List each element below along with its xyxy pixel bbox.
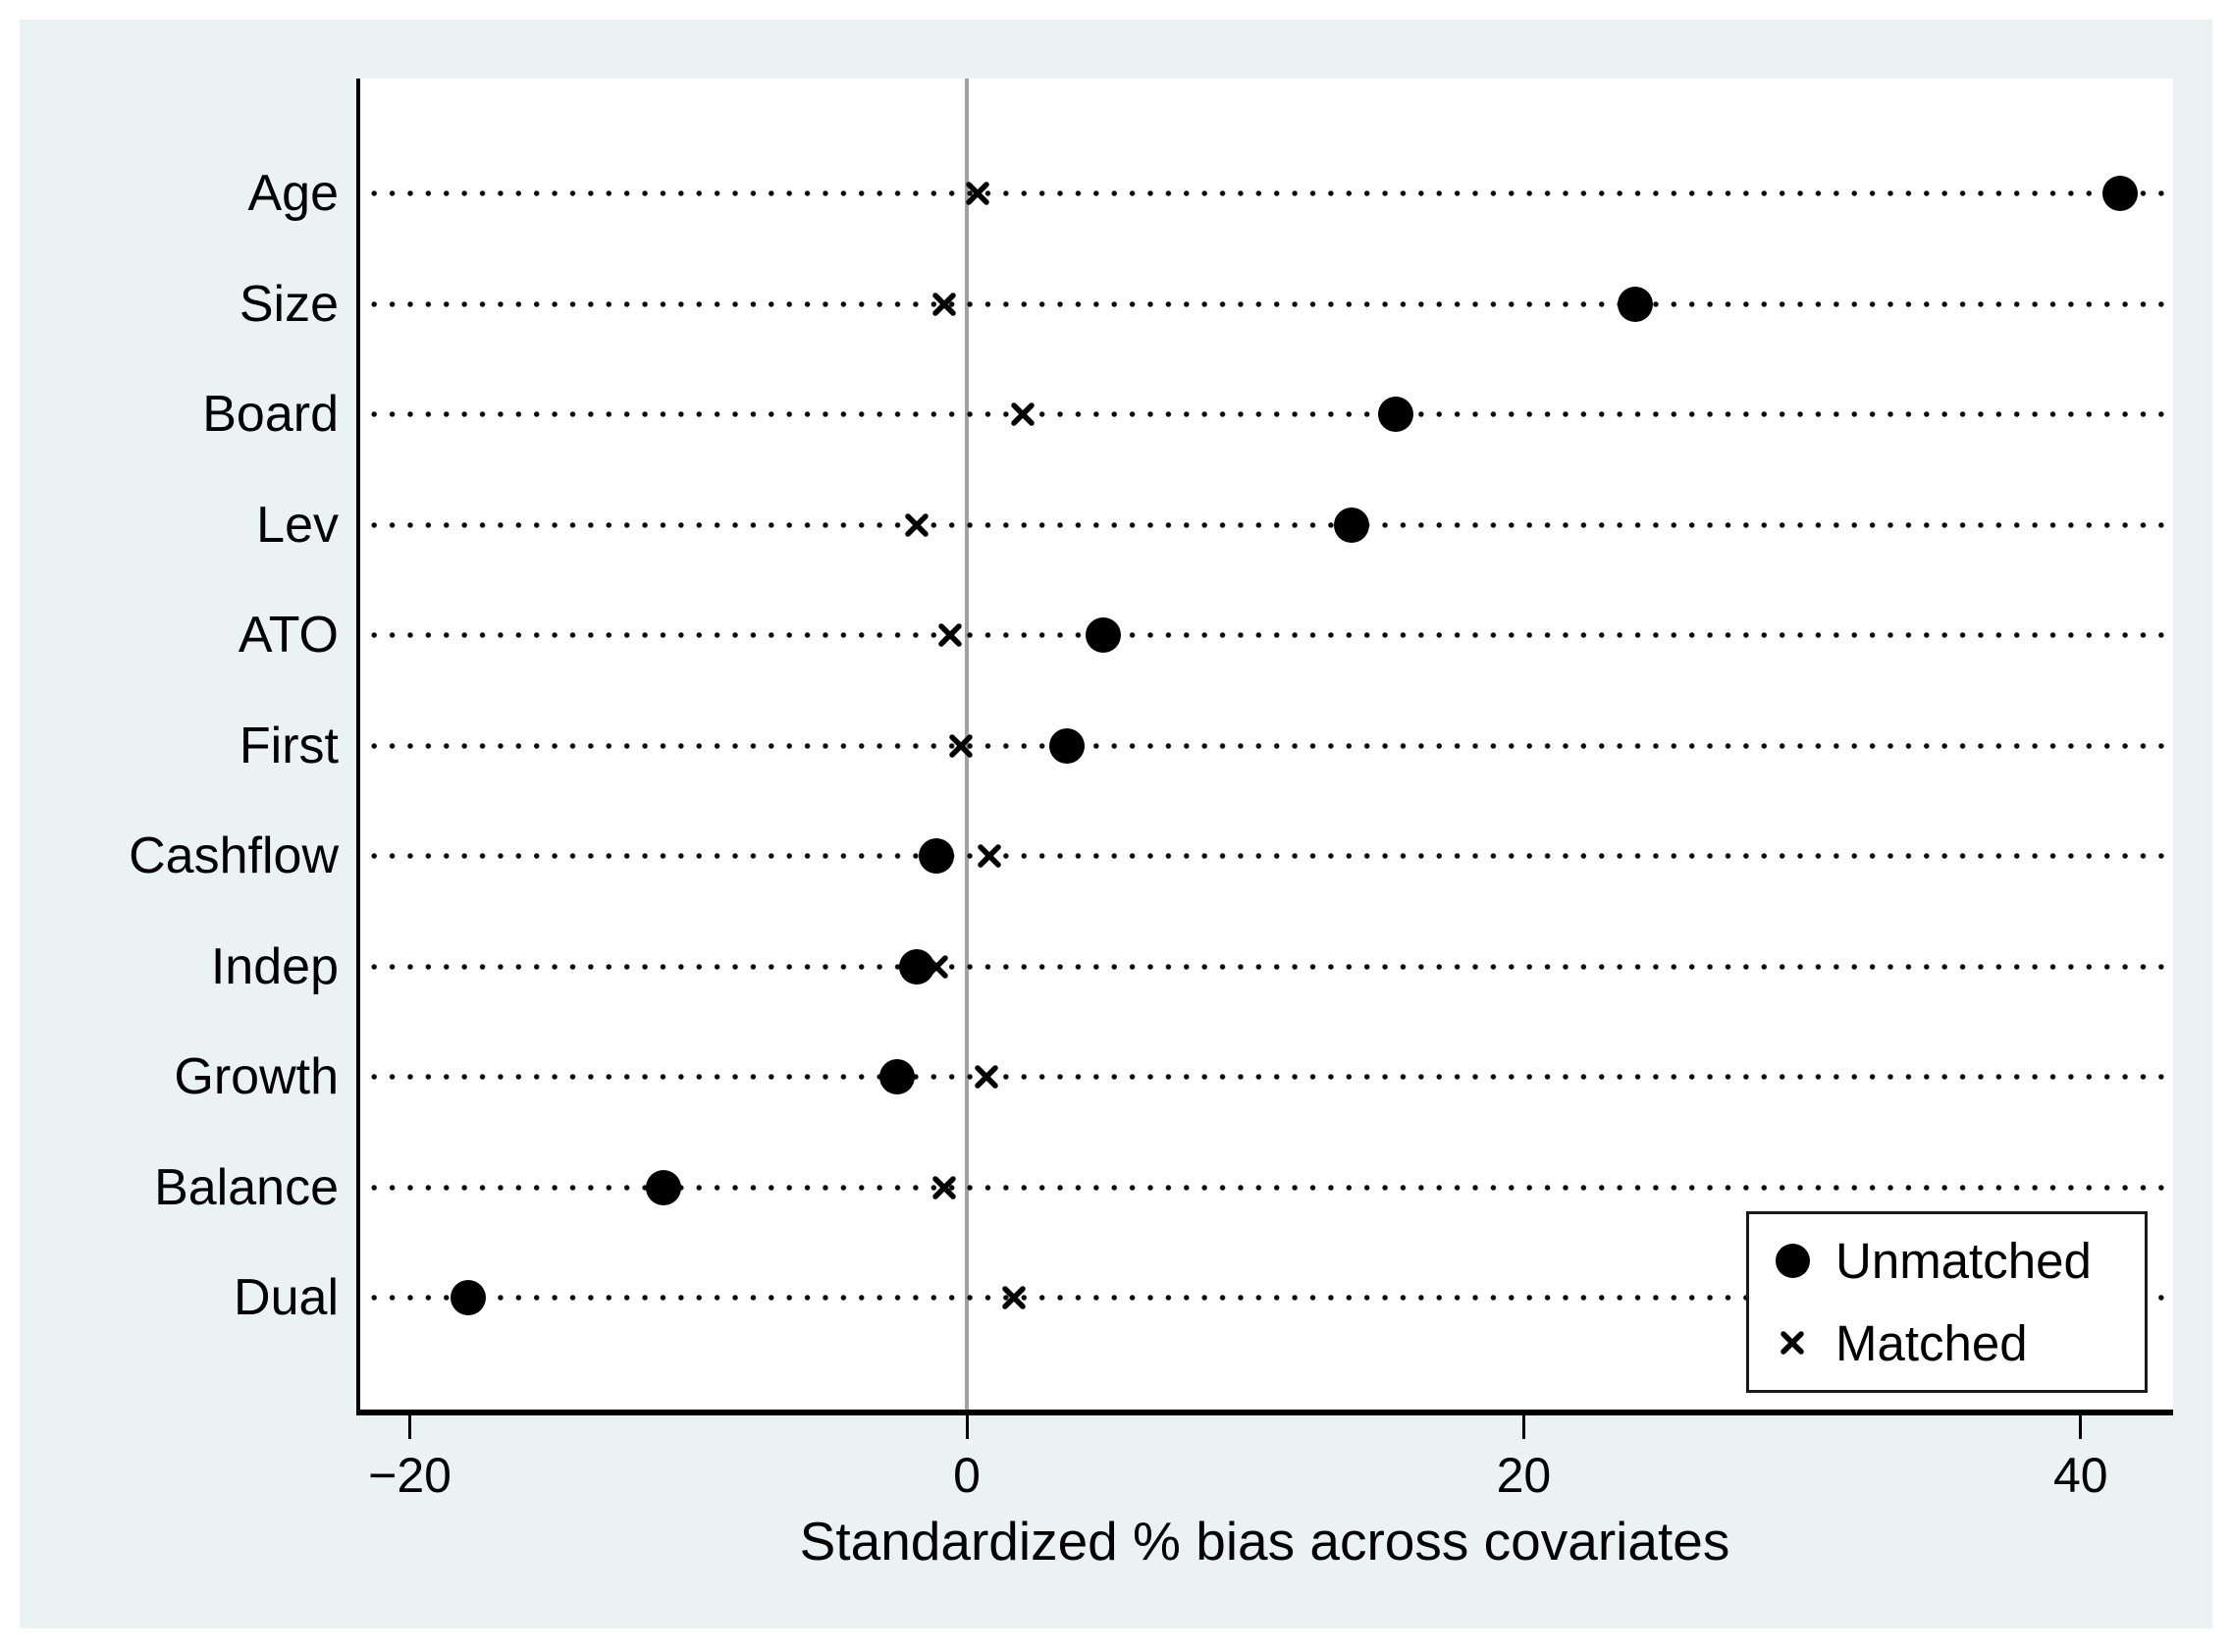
row-dotted-line-cashflow xyxy=(365,853,2173,859)
row-dotted-line-age xyxy=(365,190,2173,196)
legend-entry-matched: Matched xyxy=(1773,1314,2145,1372)
matched-marker-balance xyxy=(930,1174,958,1201)
unmatched-marker-dual xyxy=(451,1280,487,1315)
x-tick--20 xyxy=(408,1415,412,1439)
unmatched-marker-balance xyxy=(645,1169,681,1205)
unmatched-circle-icon xyxy=(1773,1242,1812,1281)
legend: Unmatched Matched xyxy=(1746,1211,2148,1393)
unmatched-marker-size xyxy=(1617,286,1653,322)
unmatched-marker-board xyxy=(1377,397,1413,432)
x-tick-20 xyxy=(1521,1415,1525,1439)
legend-label-matched: Matched xyxy=(1835,1314,2028,1371)
row-dotted-line-lev xyxy=(365,521,2173,528)
y-axis-label-cashflow: Cashflow xyxy=(129,827,339,884)
unmatched-marker-indep xyxy=(898,948,934,985)
row-dotted-line-dual xyxy=(365,1295,2173,1301)
y-axis-label-indep: Indep xyxy=(210,937,339,995)
row-dotted-line-first xyxy=(365,742,2173,749)
unmatched-marker-age xyxy=(2101,176,2138,211)
x-tick-label--20: −20 xyxy=(368,1448,452,1503)
matched-marker-indep xyxy=(923,953,950,981)
matched-marker-age xyxy=(964,180,991,207)
x-tick-40 xyxy=(2079,1415,2083,1439)
y-axis-label-first: First xyxy=(239,717,339,774)
y-axis-label-ato: ATO xyxy=(238,607,339,664)
unmatched-marker-growth xyxy=(879,1059,916,1094)
x-axis-line xyxy=(356,1410,2173,1415)
y-axis-line xyxy=(356,79,360,1412)
x-tick-label-40: 40 xyxy=(2052,1448,2108,1503)
row-dotted-line-board xyxy=(365,411,2173,417)
x-tick-label-20: 20 xyxy=(1496,1448,1552,1503)
matched-marker-lev xyxy=(903,511,930,539)
matched-marker-cashflow xyxy=(976,842,1003,870)
row-dotted-line-balance xyxy=(365,1184,2173,1191)
matched-marker-board xyxy=(1009,400,1036,428)
unmatched-marker-cashflow xyxy=(918,838,954,874)
x-tick-0 xyxy=(965,1415,969,1439)
matched-marker-ato xyxy=(936,621,964,649)
y-axis-label-lev: Lev xyxy=(256,496,339,554)
unmatched-marker-first xyxy=(1049,727,1086,764)
matched-x-icon xyxy=(1773,1323,1812,1362)
legend-label-unmatched: Unmatched xyxy=(1835,1233,2092,1290)
matched-marker-growth xyxy=(973,1063,1000,1091)
y-axis-label-age: Age xyxy=(247,165,339,222)
row-dotted-line-indep xyxy=(365,963,2173,970)
matched-marker-size xyxy=(930,291,958,318)
y-axis-label-growth: Growth xyxy=(174,1048,339,1105)
y-axis-label-board: Board xyxy=(202,386,339,443)
row-dotted-line-ato xyxy=(365,632,2173,638)
unmatched-marker-lev xyxy=(1333,506,1369,543)
row-dotted-line-growth xyxy=(365,1074,2173,1080)
x-axis-title: Standardized % bias across covariates xyxy=(799,1511,1730,1572)
matched-marker-dual xyxy=(1000,1284,1028,1311)
row-dotted-line-size xyxy=(365,300,2173,307)
y-axis-label-balance: Balance xyxy=(154,1158,339,1216)
legend-entry-unmatched: Unmatched xyxy=(1773,1232,2145,1290)
y-axis-label-dual: Dual xyxy=(234,1269,339,1326)
y-axis-label-size: Size xyxy=(239,275,339,333)
unmatched-marker-ato xyxy=(1086,617,1121,653)
x-tick-label-0: 0 xyxy=(953,1448,981,1503)
matched-marker-first xyxy=(947,732,975,760)
